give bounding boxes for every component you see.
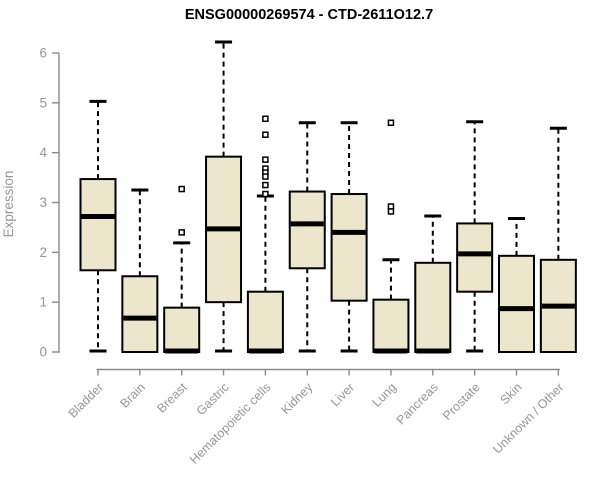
outlier-lung	[387, 208, 395, 215]
box-prostate	[456, 222, 494, 293]
outlier-hematopoietic-cells	[262, 190, 269, 198]
box-skin	[498, 254, 535, 354]
x-tick-label-kidney: Kidney	[278, 380, 315, 417]
box-hematopoietic-cells	[246, 290, 284, 353]
y-tick-label: 1	[39, 295, 47, 310]
y-tick-label: 4	[39, 145, 47, 160]
outlier-hematopoietic-cells	[262, 115, 269, 123]
outlier-breast	[178, 229, 185, 236]
x-tick-label-breast: Breast	[154, 380, 190, 416]
x-tick-label-lung: Lung	[370, 380, 400, 410]
plot-area: 0 1 2 3 4 5 6 Bladder Brain Breast GastricHematopo…	[39, 40, 577, 467]
x-tick-label-unknown-other: Unknown / Other	[490, 380, 566, 456]
x-tick-label-pancreas: Pancreas	[394, 380, 441, 427]
y-tick-label: 6	[39, 46, 47, 61]
x-tick-label-skin: Skin	[498, 380, 525, 407]
box-brain	[121, 275, 159, 353]
outlier-hematopoietic-cells	[262, 173, 269, 180]
chart-title: ENSG00000269574 - CTD-2611O12.7	[185, 7, 433, 23]
y-tick-label: 2	[39, 245, 47, 260]
outlier-hematopoietic-cells	[262, 131, 269, 138]
box-pancreas	[414, 261, 452, 354]
outlier-lung	[387, 119, 395, 127]
x-tick-label-liver: Liver	[328, 380, 357, 409]
outlier-hematopoietic-cells	[262, 156, 269, 163]
x-tick-label-bladder: Bladder	[66, 380, 106, 420]
box-kidney	[288, 190, 326, 270]
x-tick-label-brain: Brain	[117, 380, 148, 411]
x-tick-label-hematopoietic-cells: Hematopoietic cells	[187, 380, 274, 467]
box-liver	[330, 193, 368, 302]
y-tick-label: 5	[39, 95, 47, 110]
outlier-hematopoietic-cells	[262, 181, 269, 189]
box-lung	[372, 298, 410, 353]
outlier-breast	[178, 185, 185, 193]
x-tick-label-prostate: Prostate	[440, 380, 483, 423]
y-axis-title: Expression	[1, 171, 16, 238]
x-tick-label-gastric: Gastric	[194, 380, 232, 418]
y-tick-label: 0	[39, 345, 47, 360]
y-tick-label: 3	[39, 195, 47, 210]
box-bladder	[79, 178, 117, 272]
box-breast	[163, 306, 201, 354]
